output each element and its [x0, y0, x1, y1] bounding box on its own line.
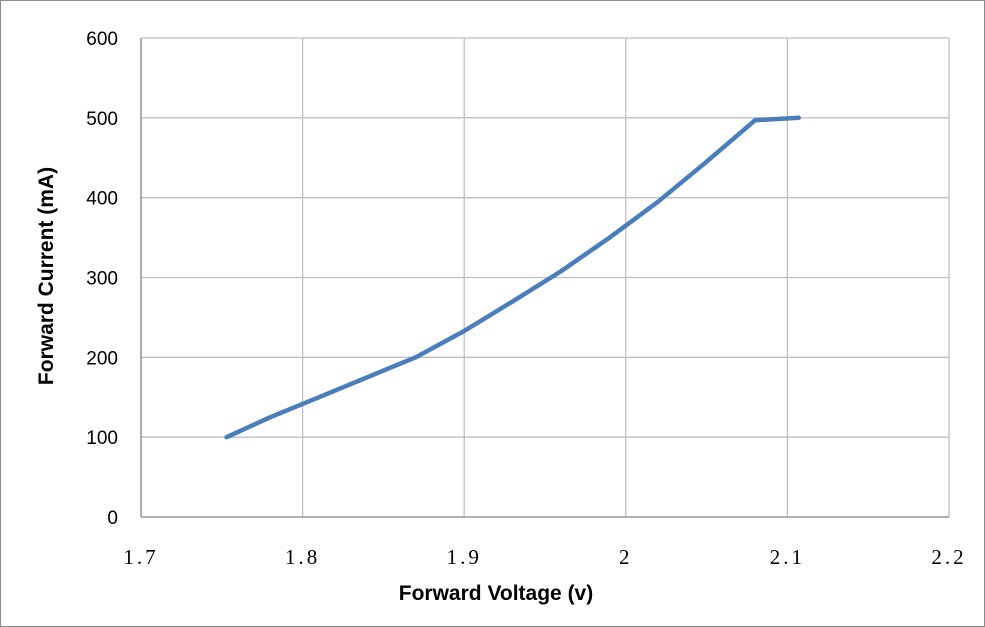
x-tick-labels: 1.7 1.8 1.9 2 2.1 2.2	[123, 545, 966, 569]
y-axis-title: Forward Current (mA)	[35, 167, 58, 385]
x-tick-label: 1.8	[285, 545, 320, 569]
x-tick-label: 1.9	[447, 545, 482, 569]
x-tick-label: 1.7	[123, 545, 158, 569]
x-tick-label: 2	[619, 545, 633, 569]
series-layer	[224, 115, 801, 440]
x-tick-label: 2.2	[931, 545, 966, 569]
y-tick-label: 200	[86, 348, 118, 369]
y-tick-label: 0	[107, 508, 118, 529]
y-tick-label: 500	[86, 109, 118, 130]
y-tick-label: 400	[86, 189, 118, 210]
y-tick-labels: 0 100 200 300 400 500 600	[86, 29, 118, 529]
y-tick-label: 100	[86, 428, 118, 449]
x-axis-title: Forward Voltage (v)	[399, 582, 593, 605]
grid-layer	[140, 37, 950, 518]
y-tick-label: 600	[86, 29, 118, 50]
series-line	[224, 115, 801, 440]
y-tick-label: 300	[86, 269, 118, 290]
x-tick-label: 2.1	[770, 545, 805, 569]
